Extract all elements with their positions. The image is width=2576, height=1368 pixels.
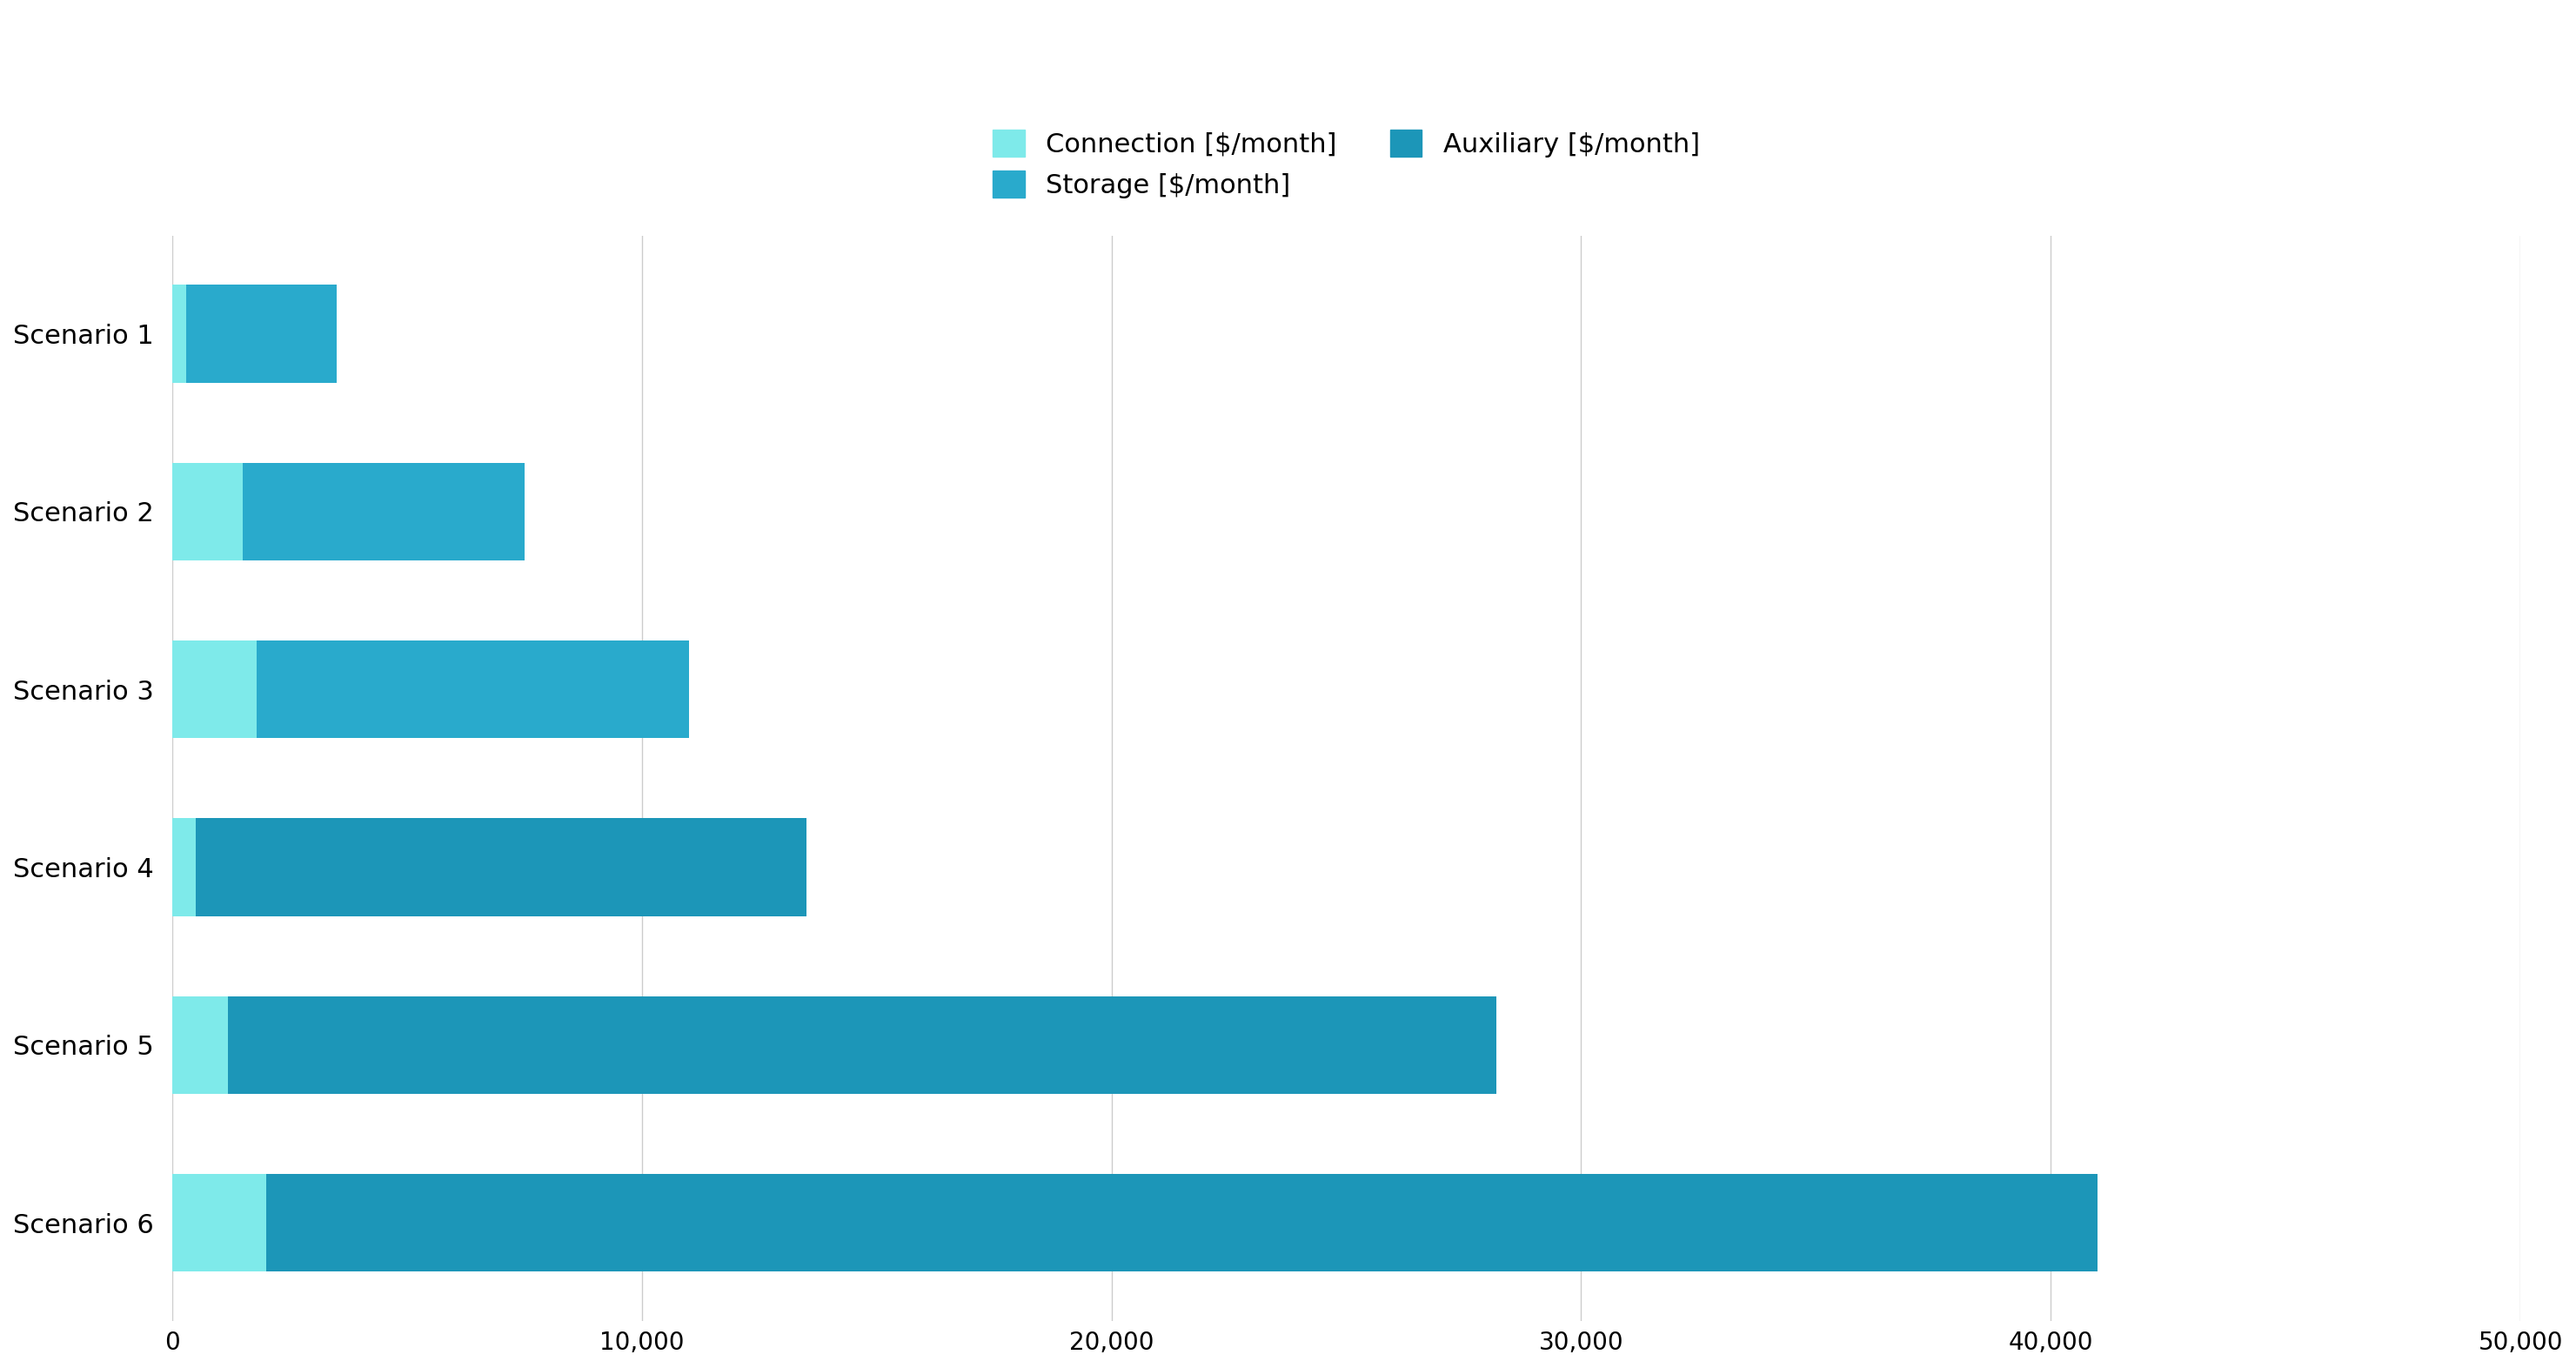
Bar <box>242 462 526 561</box>
Bar <box>229 996 1497 1094</box>
Bar <box>173 462 242 561</box>
Bar <box>196 818 806 917</box>
Bar <box>258 640 688 739</box>
Bar <box>173 1174 265 1272</box>
Bar <box>173 818 196 917</box>
Bar <box>173 640 258 739</box>
Bar <box>173 996 229 1094</box>
Bar <box>173 285 185 383</box>
Legend: Connection [$/month], Storage [$/month], Auxiliary [$/month]: Connection [$/month], Storage [$/month],… <box>981 119 1710 209</box>
Bar <box>185 285 337 383</box>
Bar <box>265 1174 2097 1272</box>
